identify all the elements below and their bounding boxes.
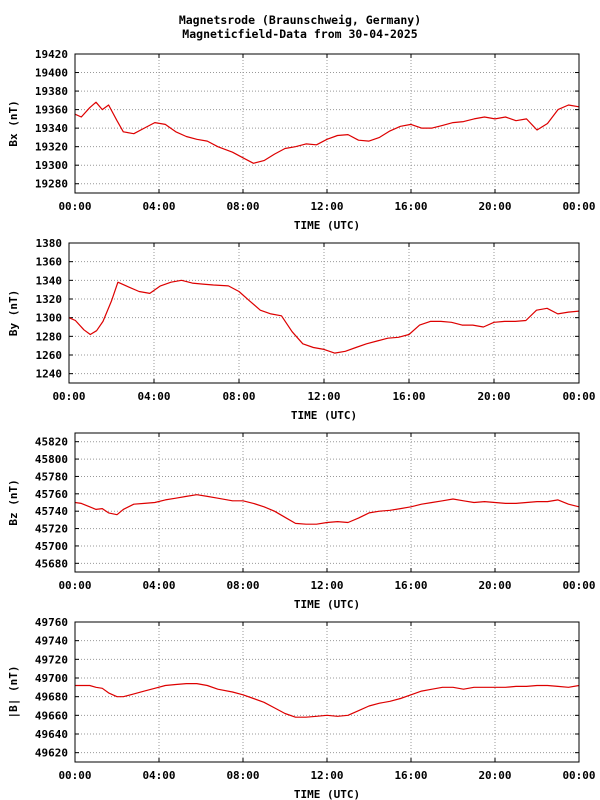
plot-frame [68,242,580,384]
x-tick-label: 00:00 [58,200,91,213]
data-series-line [68,279,580,354]
x-tick-label: 12:00 [310,579,343,592]
y-axis-label: Bx (nT) [7,100,20,146]
y-tick-label: 49680 [35,691,68,704]
x-tick-label: 08:00 [222,390,255,403]
y-axis-label: Bz (nT) [7,479,20,525]
x-tick-label: 04:00 [137,390,170,403]
y-tick-label: 19400 [35,67,68,80]
y-axis-label: |B| (nT) [7,666,20,719]
y-tick-label: 49760 [35,616,68,629]
x-tick-label: 00:00 [52,390,85,403]
y-tick-label: 45680 [35,557,68,570]
x-tick-label: 00:00 [58,579,91,592]
x-tick-label: 04:00 [142,769,175,782]
y-tick-label: 1260 [36,349,63,362]
y-axis-label: By (nT) [7,290,20,336]
y-tick-label: 49720 [35,653,68,666]
y-tick-label: 1340 [36,274,63,287]
y-tick-label: 1240 [36,368,63,381]
y-tick-label: 49700 [35,672,68,685]
x-tick-label: 08:00 [226,579,259,592]
y-tick-label: 49660 [35,709,68,722]
plot-frame [74,53,580,194]
x-axis-label: TIME (UTC) [294,788,360,800]
x-tick-label: 08:00 [226,769,259,782]
x-axis-label: TIME (UTC) [291,409,357,422]
x-tick-label: 00:00 [562,769,595,782]
x-tick-label: 00:00 [562,390,595,403]
y-tick-label: 45800 [35,453,68,466]
y-tick-label: 45780 [35,470,68,483]
x-tick-label: 20:00 [478,769,511,782]
y-tick-label: 19380 [35,85,68,98]
y-tick-label: 19320 [35,141,68,154]
x-tick-label: 04:00 [142,579,175,592]
y-tick-label: 1360 [36,256,63,269]
y-tick-label: 45700 [35,540,68,553]
x-tick-label: 00:00 [58,769,91,782]
y-tick-label: 19300 [35,159,68,172]
x-tick-label: 12:00 [310,200,343,213]
y-tick-label: 45720 [35,523,68,536]
y-tick-label: 49740 [35,635,68,648]
y-tick-label: 45760 [35,488,68,501]
data-series-line [74,494,580,525]
y-tick-label: 49640 [35,728,68,741]
y-tick-label: 45740 [35,505,68,518]
x-tick-label: 04:00 [142,200,175,213]
y-tick-label: 19360 [35,104,68,117]
chart-title-line-1: Magnetsrode (Braunschweig, Germany) [178,13,422,27]
x-axis-label: TIME (UTC) [294,219,360,232]
x-tick-label: 16:00 [394,769,427,782]
x-tick-label: 16:00 [394,200,427,213]
data-series-line [74,101,580,164]
y-tick-label: 1380 [36,237,63,250]
x-tick-label: 00:00 [562,200,595,213]
y-tick-label: 45820 [35,436,68,449]
x-tick-label: 00:00 [562,579,595,592]
chart-title-line-2: Magneticfield-Data from 30-04-2025 [182,27,418,41]
x-tick-label: 16:00 [392,390,425,403]
y-tick-label: 1300 [36,312,63,325]
x-tick-label: 20:00 [478,200,511,213]
y-tick-label: 1280 [36,330,63,343]
y-tick-label: 49620 [35,747,68,760]
x-axis-label: TIME (UTC) [294,598,360,611]
x-tick-label: 12:00 [307,390,340,403]
x-tick-label: 20:00 [477,390,510,403]
data-series-line [75,682,580,718]
x-tick-label: 16:00 [394,579,427,592]
y-tick-label: 1320 [36,293,63,306]
y-tick-label: 19340 [35,122,68,135]
y-tick-label: 19420 [35,48,68,61]
x-tick-label: 12:00 [310,769,343,782]
plot-frame [74,432,580,573]
x-tick-label: 08:00 [226,200,259,213]
y-tick-label: 19280 [35,178,68,191]
x-tick-label: 20:00 [478,579,511,592]
plot-frame [74,621,580,763]
